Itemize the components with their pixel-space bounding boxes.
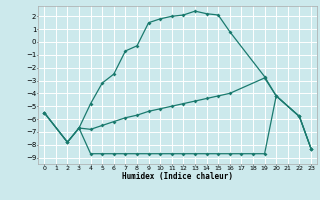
X-axis label: Humidex (Indice chaleur): Humidex (Indice chaleur) — [122, 172, 233, 181]
